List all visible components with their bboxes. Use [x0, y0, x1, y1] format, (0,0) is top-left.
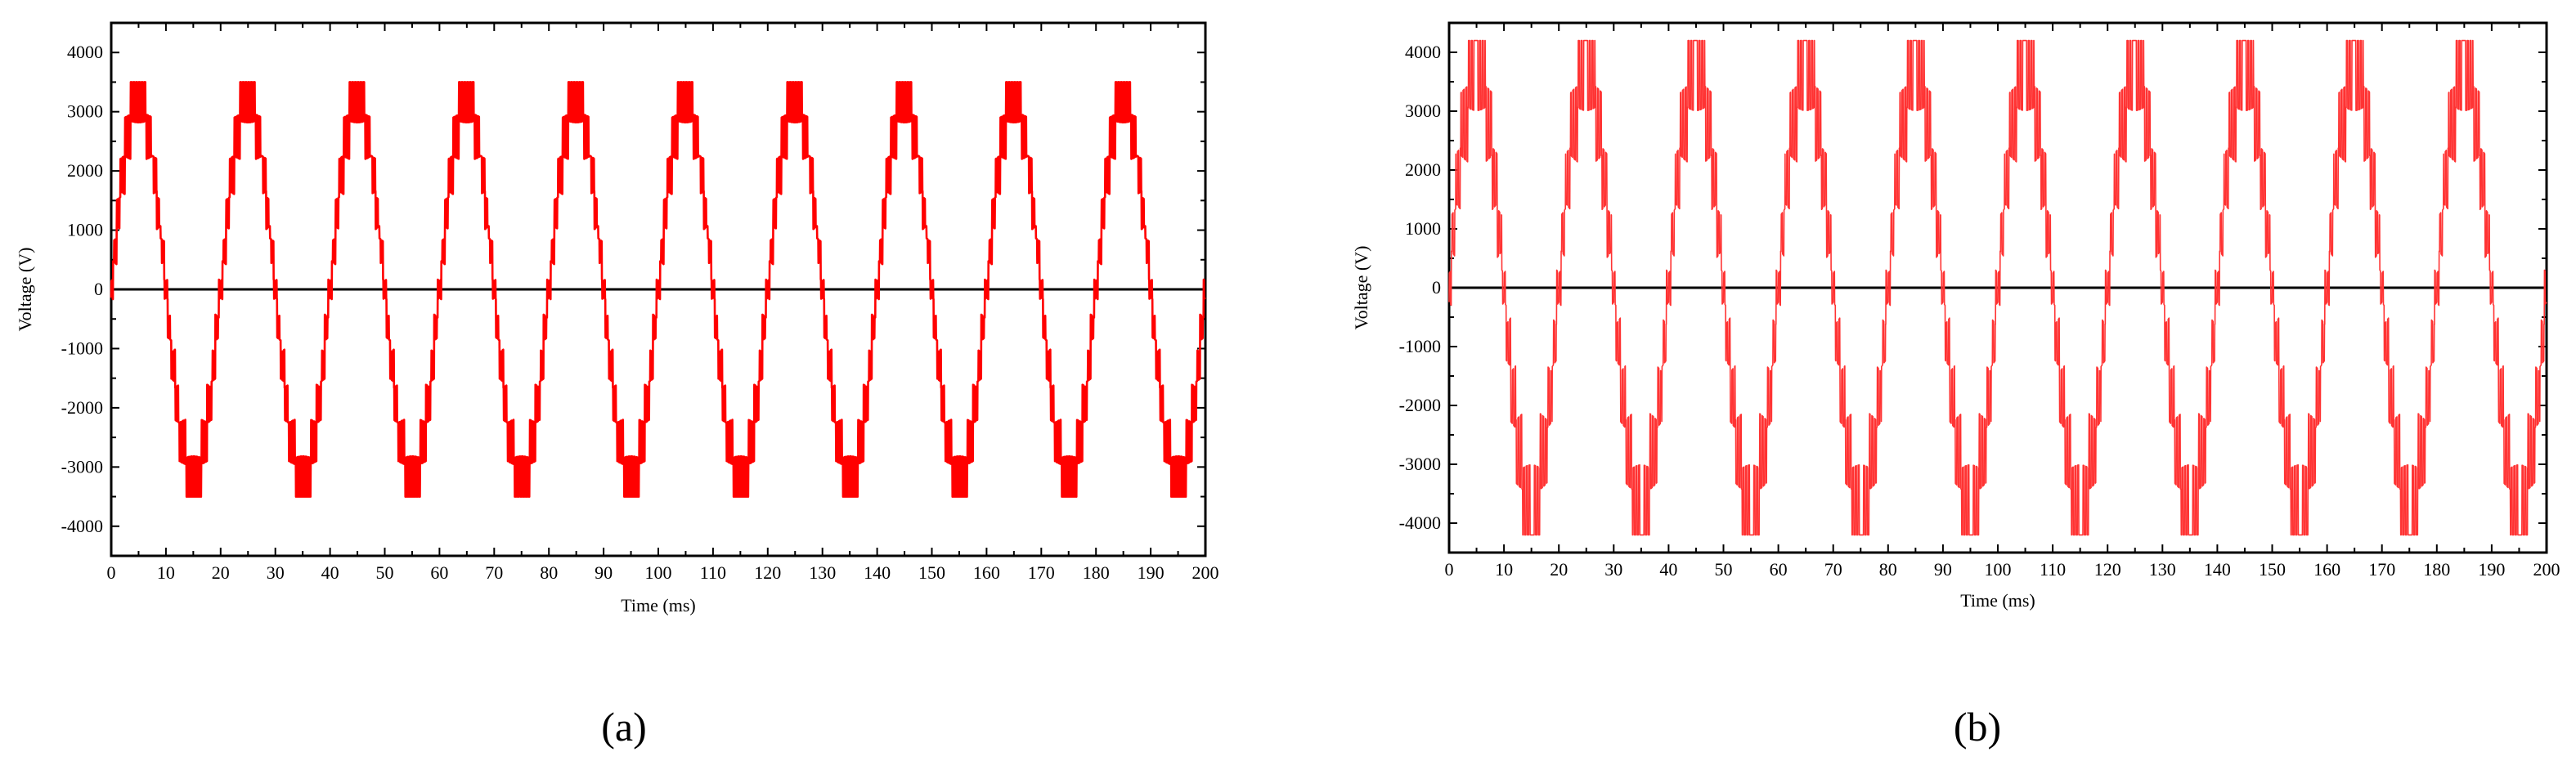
x-tick-label: 110 [700, 562, 726, 583]
x-tick-label: 10 [157, 562, 175, 583]
x-tick-label: 0 [1445, 559, 1454, 580]
x-tick-label: 140 [864, 562, 891, 583]
x-tick-label: 100 [1985, 559, 2012, 580]
x-tick-label: 80 [540, 562, 558, 583]
x-axis-label: Time (ms) [1960, 590, 2035, 611]
y-axis-label: Voltage (V) [15, 248, 35, 332]
series-line-voltage [110, 81, 1207, 498]
chart-panel-b: 0 10 20 30 40 50 60 70 80 90 100 110 120 130 140 150 160… [1351, 21, 2560, 750]
x-tick-label: 70 [1824, 559, 1842, 580]
x-tick-label: 130 [809, 562, 836, 583]
y-tick-label: 1000 [67, 220, 103, 240]
y-tick-label: 1000 [1405, 218, 1441, 239]
y-tick-label: 4000 [1405, 42, 1441, 62]
x-tick-label: 190 [2478, 559, 2505, 580]
y-axis-label: Voltage (V) [1351, 246, 1371, 330]
x-tick-label: 110 [2040, 559, 2066, 580]
x-tick-label: 50 [376, 562, 394, 583]
series-line-voltage [1448, 39, 2547, 536]
y-axis-ticks: 4000 3000 2000 1000 0 -1000 -2000 -3000 -4000 [61, 22, 1205, 557]
x-tick-label: 90 [595, 562, 613, 583]
y-tick-label: -4000 [61, 516, 103, 536]
x-tick-label: 120 [754, 562, 781, 583]
x-tick-label: 190 [1138, 562, 1165, 583]
y-tick-label: 3000 [67, 101, 103, 122]
x-tick-label: 50 [1715, 559, 1733, 580]
y-tick-label: -3000 [1399, 454, 1441, 474]
x-tick-label: 150 [2259, 559, 2286, 580]
y-tick-label: -1000 [1399, 336, 1441, 356]
x-tick-label: 170 [2368, 559, 2395, 580]
panel-caption: (a) [601, 704, 647, 750]
y-tick-label: -2000 [61, 397, 103, 418]
y-tick-label: -2000 [1399, 395, 1441, 415]
x-tick-label: 40 [1659, 559, 1677, 580]
y-tick-label: 4000 [67, 42, 103, 62]
x-tick-label: 180 [2423, 559, 2450, 580]
x-tick-label: 0 [107, 562, 116, 583]
x-tick-label: 30 [267, 562, 285, 583]
y-tick-label: 0 [1432, 277, 1441, 298]
x-tick-label: 20 [1550, 559, 1568, 580]
x-tick-label: 90 [1934, 559, 1952, 580]
x-tick-label: 160 [2313, 559, 2340, 580]
y-tick-label: 0 [94, 279, 103, 299]
x-tick-label: 10 [1495, 559, 1513, 580]
x-tick-label: 100 [645, 562, 672, 583]
x-tick-label: 200 [2533, 559, 2560, 580]
x-tick-label: 160 [973, 562, 1000, 583]
y-tick-label: 2000 [67, 160, 103, 181]
x-tick-label: 70 [485, 562, 503, 583]
panel-caption: (b) [1954, 704, 2001, 750]
x-tick-label: 40 [321, 562, 339, 583]
x-tick-label: 180 [1083, 562, 1110, 583]
x-tick-label: 120 [2094, 559, 2121, 580]
x-tick-label: 200 [1192, 562, 1219, 583]
y-tick-label: -4000 [1399, 513, 1441, 533]
x-axis-label: Time (ms) [621, 595, 695, 616]
x-tick-label: 170 [1028, 562, 1055, 583]
y-axis-ticks: 4000 3000 2000 1000 0 -1000 -2000 -3000 -4000 [1399, 22, 2547, 553]
y-tick-label: -3000 [61, 456, 103, 477]
x-tick-label: 30 [1604, 559, 1622, 580]
y-tick-label: 2000 [1405, 159, 1441, 180]
y-tick-label: 3000 [1405, 101, 1441, 121]
x-tick-label: 150 [918, 562, 945, 583]
x-tick-label: 60 [1770, 559, 1788, 580]
x-axis-ticks: 0 10 20 30 40 50 60 70 80 90 100 110 120 130 140 150 160… [1445, 23, 2560, 580]
x-tick-label: 130 [2149, 559, 2176, 580]
x-tick-label: 140 [2204, 559, 2231, 580]
x-tick-label: 80 [1879, 559, 1897, 580]
x-tick-label: 20 [212, 562, 230, 583]
x-tick-label: 60 [430, 562, 448, 583]
x-axis-ticks: 0 10 20 30 40 50 60 70 80 90 100 110 120 130 140 150 160… [107, 23, 1219, 583]
chart-panel-a: 0 10 20 30 40 50 60 70 80 90 100 110 120 130 140 150 160… [15, 21, 1219, 750]
y-tick-label: -1000 [61, 338, 103, 358]
